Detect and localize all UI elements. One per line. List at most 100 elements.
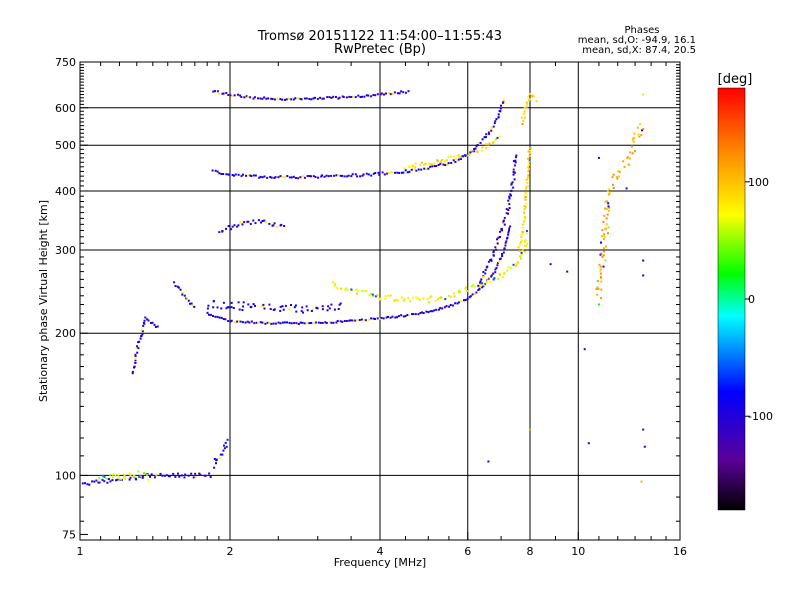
data-point [238, 308, 241, 311]
data-point [395, 299, 398, 301]
data-point [389, 316, 392, 319]
data-point [497, 116, 500, 119]
data-point [371, 293, 374, 296]
data-point [603, 247, 605, 250]
data-point [486, 265, 489, 268]
data-point [515, 154, 518, 157]
data-point [150, 473, 153, 476]
data-point [257, 219, 260, 222]
data-point [509, 225, 512, 228]
data-point [268, 321, 271, 324]
data-point [300, 310, 303, 313]
data-point [524, 193, 527, 196]
data-point [221, 453, 224, 456]
data-point [225, 227, 227, 230]
data-point [496, 242, 499, 245]
data-point [339, 320, 342, 323]
data-point [270, 97, 273, 100]
data-point [272, 322, 275, 325]
data-point [446, 163, 449, 166]
data-point [293, 306, 296, 309]
data-point [117, 473, 120, 476]
data-point [512, 173, 515, 176]
data-point [478, 287, 481, 290]
data-point [470, 285, 473, 288]
data-point [301, 321, 304, 324]
data-point [187, 474, 190, 477]
data-point [304, 97, 306, 100]
data-point [231, 174, 234, 176]
data-point [295, 310, 298, 313]
data-point [172, 472, 175, 475]
data-point [173, 281, 176, 284]
data-point [490, 275, 492, 278]
data-point [240, 175, 243, 178]
data-point [425, 310, 428, 313]
data-point [174, 285, 177, 287]
data-point [279, 98, 282, 101]
data-point [510, 194, 512, 197]
data-point [528, 168, 530, 171]
data-point [453, 295, 456, 298]
data-point [254, 304, 256, 307]
data-point [236, 225, 239, 228]
data-point [216, 90, 219, 93]
data-point [631, 152, 634, 155]
data-point [430, 295, 433, 298]
data-point [632, 137, 635, 140]
data-point [294, 177, 297, 179]
data-point [497, 236, 500, 239]
data-point [605, 245, 607, 248]
data-point [454, 157, 457, 160]
data-point [225, 92, 228, 94]
data-points [81, 90, 646, 486]
data-point [321, 305, 324, 308]
data-point [607, 232, 609, 235]
data-point [240, 96, 243, 98]
data-point [227, 225, 230, 228]
data-point [520, 251, 523, 254]
data-point [293, 322, 296, 324]
data-point [424, 162, 427, 165]
data-point [404, 169, 407, 172]
data-point [481, 146, 484, 149]
data-point [190, 472, 193, 475]
data-point [413, 168, 416, 171]
data-point [274, 322, 277, 325]
data-point [258, 176, 261, 179]
data-point [180, 474, 183, 477]
data-point [362, 173, 365, 176]
data-point [409, 300, 412, 303]
data-point [513, 178, 516, 181]
data-point [525, 186, 528, 189]
data-point [513, 171, 516, 174]
data-point [295, 322, 298, 325]
data-point [279, 309, 282, 312]
data-point [523, 244, 526, 247]
data-point [274, 176, 277, 179]
data-point [496, 136, 499, 139]
data-point [154, 476, 156, 479]
data-point [527, 166, 530, 169]
data-point [225, 307, 228, 310]
data-point [520, 235, 523, 238]
data-point [149, 475, 151, 478]
data-point [129, 474, 132, 477]
data-point [263, 96, 266, 99]
data-point [597, 156, 600, 159]
data-point [95, 479, 98, 482]
data-point [525, 230, 528, 232]
data-point [233, 321, 236, 324]
data-point [257, 97, 259, 100]
data-point [427, 311, 430, 314]
data-point [604, 200, 607, 203]
data-point [220, 307, 223, 310]
data-point [189, 302, 191, 305]
data-point [215, 458, 218, 461]
data-point [284, 304, 287, 307]
data-point [341, 320, 344, 323]
data-point [259, 321, 262, 324]
data-point [105, 477, 108, 480]
data-point [109, 473, 112, 476]
data-point [111, 476, 114, 479]
